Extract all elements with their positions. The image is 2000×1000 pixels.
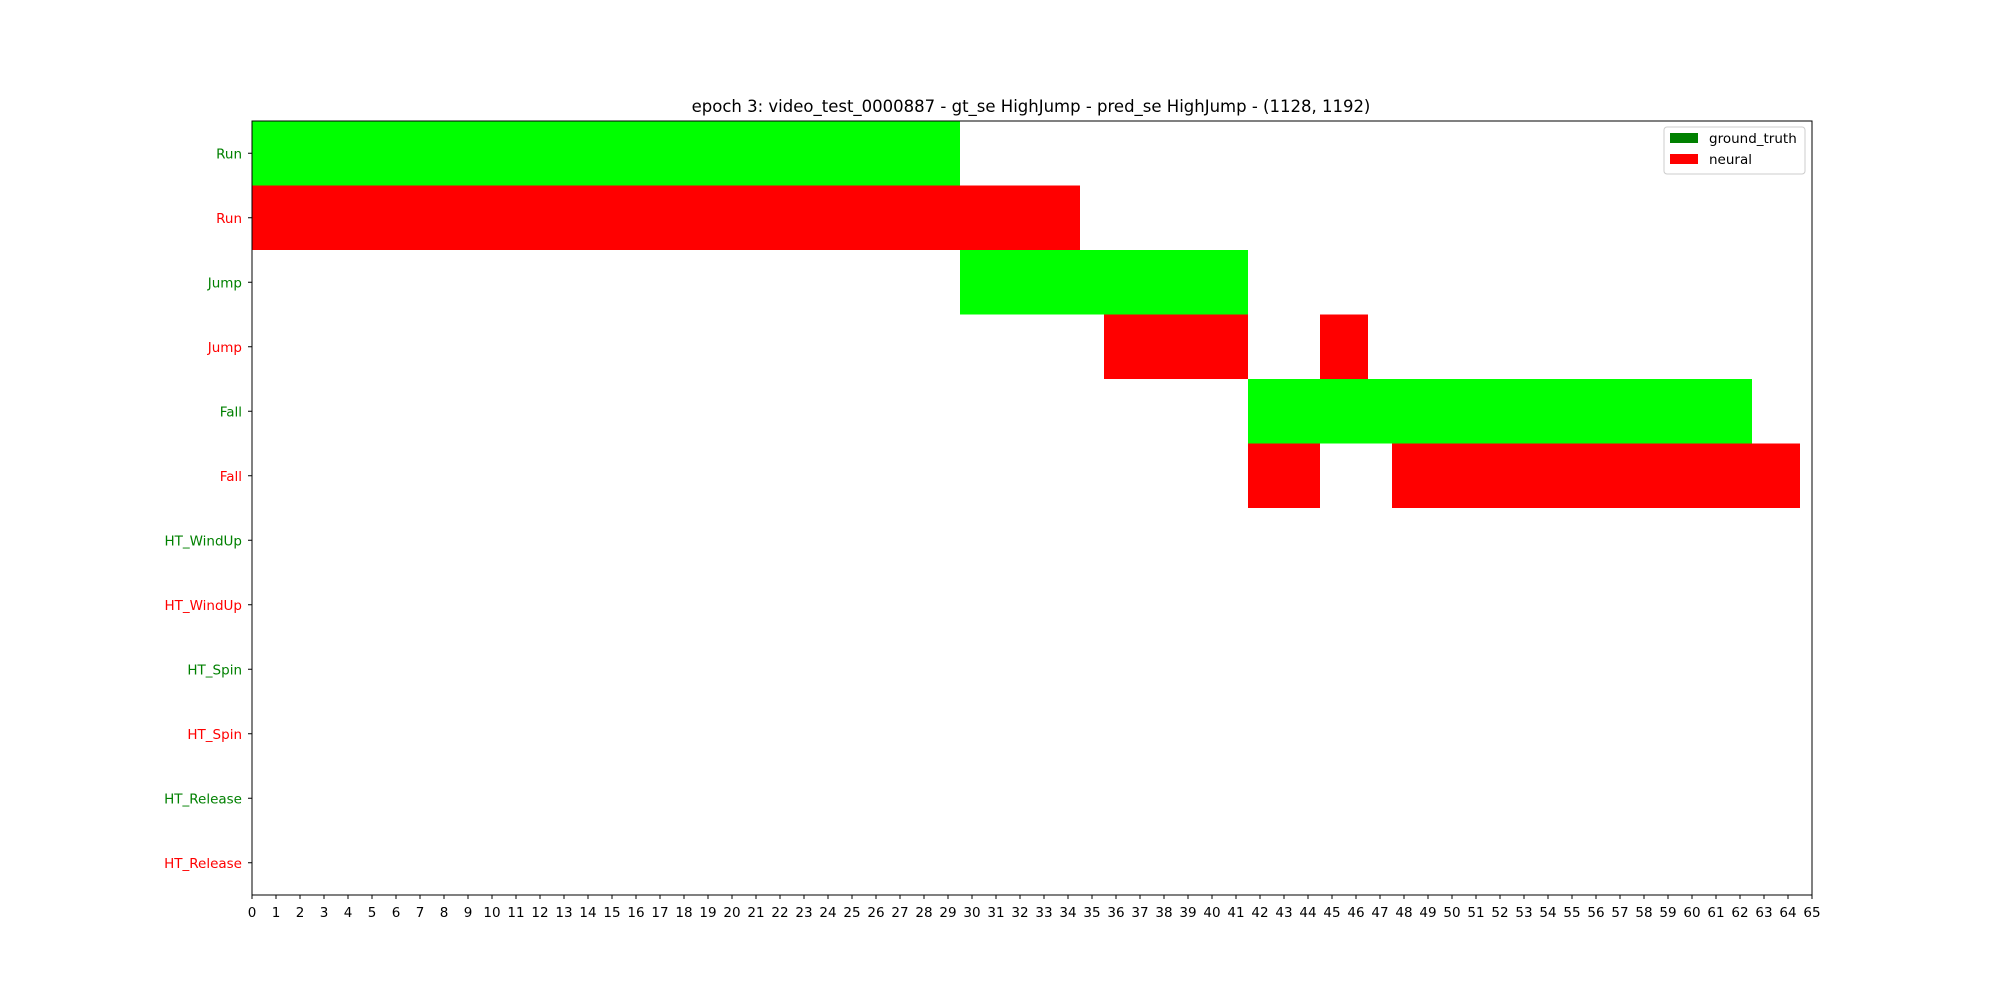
x-tick-label: 21 (747, 905, 764, 921)
x-tick-label: 49 (1419, 905, 1436, 921)
x-tick-label: 4 (344, 905, 353, 921)
x-tick-label: 64 (1779, 905, 1796, 921)
x-tick-label: 2 (296, 905, 305, 921)
x-tick-label: 30 (963, 905, 980, 921)
x-tick-label: 1 (272, 905, 281, 921)
x-tick-label: 60 (1683, 905, 1700, 921)
legend-label-neural: neural (1709, 152, 1752, 168)
x-tick-label: 35 (1083, 905, 1100, 921)
chart-title: epoch 3: video_test_0000887 - gt_se High… (692, 97, 1371, 117)
x-tick-label: 5 (368, 905, 377, 921)
x-tick-label: 22 (771, 905, 788, 921)
y-tick-label-neural: Fall (220, 469, 242, 485)
x-tick-label: 39 (1179, 905, 1196, 921)
x-tick-label: 13 (555, 905, 572, 921)
x-tick-label: 3 (320, 905, 329, 921)
x-tick-label: 12 (531, 905, 548, 921)
x-tick-label: 11 (507, 905, 524, 921)
x-tick-label: 58 (1635, 905, 1652, 921)
x-tick-label: 32 (1011, 905, 1028, 921)
y-tick-label-neural: Jump (207, 340, 242, 356)
x-tick-label: 62 (1731, 905, 1748, 921)
y-tick-label-neural: Run (216, 211, 242, 227)
x-tick-label: 19 (699, 905, 716, 921)
x-tick-label: 56 (1587, 905, 1604, 921)
x-tick-label: 38 (1155, 905, 1172, 921)
x-tick-label: 25 (843, 905, 860, 921)
plot-frame (251, 120, 1813, 896)
x-tick-label: 33 (1035, 905, 1052, 921)
legend-label-ground_truth: ground_truth (1709, 131, 1797, 147)
y-tick-label-ground_truth: Jump (207, 275, 242, 291)
y-tick-label-ground_truth: Run (216, 146, 242, 162)
x-tick-label: 36 (1107, 905, 1124, 921)
y-tick-label-ground_truth: Fall (220, 404, 242, 420)
x-tick-label: 6 (392, 905, 401, 921)
x-tick-label: 14 (579, 905, 596, 921)
x-tick-label: 46 (1347, 905, 1364, 921)
legend-swatch-neural (1670, 154, 1698, 164)
x-tick-label: 45 (1323, 905, 1340, 921)
x-tick-label: 55 (1563, 905, 1580, 921)
x-tick-label: 57 (1611, 905, 1628, 921)
segments-layer (252, 121, 1800, 508)
x-tick-label: 42 (1251, 905, 1268, 921)
y-tick-label-ground_truth: HT_Spin (187, 662, 242, 678)
x-tick-label: 8 (440, 905, 449, 921)
legend-swatch-ground_truth (1670, 133, 1698, 143)
y-tick-label-ground_truth: HT_Release (164, 791, 242, 807)
y-tick-label-neural: HT_WindUp (164, 598, 242, 614)
bar-segment-neural-row-5-6 (1248, 443, 1320, 508)
x-tick-label: 65 (1803, 905, 1820, 921)
x-tick-label: 40 (1203, 905, 1220, 921)
x-tick-label: 31 (987, 905, 1004, 921)
bar-segment-ground_truth-row-4-5 (1248, 379, 1752, 444)
x-tick-label: 53 (1515, 905, 1532, 921)
x-tick-label: 18 (675, 905, 692, 921)
x-tick-label: 50 (1443, 905, 1460, 921)
x-tick-label: 24 (819, 905, 836, 921)
x-tick-label: 10 (483, 905, 500, 921)
x-tick-label: 9 (464, 905, 473, 921)
x-tick-label: 26 (867, 905, 884, 921)
x-tick-label: 54 (1539, 905, 1556, 921)
x-tick-label: 23 (795, 905, 812, 921)
x-tick-label: 48 (1395, 905, 1412, 921)
x-tick-label: 47 (1371, 905, 1388, 921)
bar-segment-neural-row-5-7 (1392, 443, 1800, 508)
legend-box (1663, 126, 1806, 175)
x-tick-label: 16 (627, 905, 644, 921)
x-axis: 0 1 2 3 4 5 6 7 8 9 10 11 12 13 14 15 16 17 18 19 20 21 22 23 24… (248, 895, 1821, 921)
x-tick-label: 51 (1467, 905, 1484, 921)
y-tick-label-neural: HT_Release (164, 856, 242, 872)
x-tick-label: 0 (248, 905, 257, 921)
x-tick-label: 27 (891, 905, 908, 921)
x-tick-label: 17 (651, 905, 668, 921)
bar-segment-ground_truth-row-2-2 (960, 250, 1248, 315)
bar-segment-neural-row-3-3 (1104, 314, 1248, 379)
x-tick-label: 29 (939, 905, 956, 921)
x-tick-label: 52 (1491, 905, 1508, 921)
bar-segment-neural-row-1-1 (252, 185, 1080, 250)
x-tick-label: 44 (1299, 905, 1316, 921)
x-tick-label: 61 (1707, 905, 1724, 921)
x-tick-label: 7 (416, 905, 425, 921)
x-tick-label: 63 (1755, 905, 1772, 921)
x-tick-label: 28 (915, 905, 932, 921)
y-tick-label-neural: HT_Spin (187, 727, 242, 743)
x-tick-label: 43 (1275, 905, 1292, 921)
x-tick-label: 20 (723, 905, 740, 921)
x-tick-label: 37 (1131, 905, 1148, 921)
bar-segment-ground_truth-row-0-0 (252, 121, 960, 186)
x-tick-label: 15 (603, 905, 620, 921)
x-tick-label: 34 (1059, 905, 1076, 921)
x-tick-label: 59 (1659, 905, 1676, 921)
x-tick-label: 41 (1227, 905, 1244, 921)
y-tick-label-ground_truth: HT_WindUp (164, 533, 242, 549)
y-axis: Run Run Jump Jump Fall Fall HT_WindUp HT_WindUp… (164, 146, 252, 872)
bar-segment-neural-row-3-4 (1320, 314, 1368, 379)
